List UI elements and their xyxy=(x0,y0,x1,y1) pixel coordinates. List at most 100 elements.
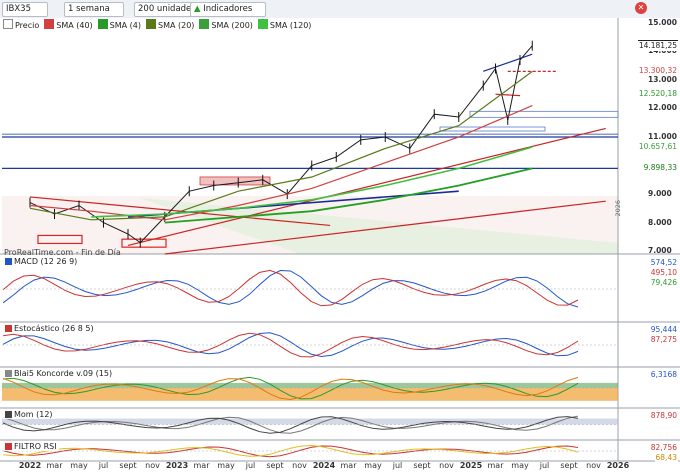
indicator-label-text: FILTRO RSI xyxy=(14,442,57,451)
indicator-swatch xyxy=(5,411,12,418)
indicator-line xyxy=(3,444,579,457)
indicator-value-tag: 495,10 xyxy=(649,268,678,278)
indicator-line xyxy=(2,269,579,307)
y-tick-label: 7.000 xyxy=(648,246,672,256)
indicator-line xyxy=(2,415,579,434)
x-tick-label: may xyxy=(364,461,382,470)
legend-label: SMA (20) xyxy=(157,21,195,30)
x-tick-label: nov xyxy=(439,461,454,470)
legend-swatch xyxy=(257,19,268,29)
x-tick-label: nov xyxy=(292,461,307,470)
x-tick-label: mar xyxy=(193,461,210,470)
indicators-button[interactable]: ▲ Indicadores xyxy=(190,2,266,17)
x-tick-label: sept xyxy=(266,461,284,470)
legend-item[interactable]: Precio xyxy=(3,19,40,30)
series-line-sma-200- xyxy=(164,167,533,224)
symbol-text: IBX35 xyxy=(6,4,31,14)
indicator-label[interactable]: Mom (12) xyxy=(3,410,55,419)
x-tick-label: nov xyxy=(145,461,160,470)
indicator-label[interactable]: Estocástico (26 8 5) xyxy=(3,324,96,333)
y-tick-label: 8.000 xyxy=(648,217,672,227)
toolbar: IBX35 1 semana 200 unidades ▲ Indicadore… xyxy=(0,0,680,19)
x-tick-label: mar xyxy=(487,461,504,470)
watermark: ProRealTime.com - Fin de Día xyxy=(4,248,121,257)
legend-label: Precio xyxy=(15,21,40,30)
year-stamp: 2026 xyxy=(614,200,622,217)
y-tick-label: 9.000 xyxy=(648,189,672,199)
indicator-value-tag: 79,426 xyxy=(649,278,678,288)
period-text: 1 semana xyxy=(68,4,110,14)
indicator-label[interactable]: FILTRO RSI xyxy=(3,442,59,451)
legend-swatch xyxy=(3,19,13,29)
legend-swatch xyxy=(199,19,210,29)
x-tick-label: 2023 xyxy=(165,461,189,470)
price-tag: 14.181,25 xyxy=(637,41,678,52)
symbol-selector[interactable]: IBX35 xyxy=(2,2,48,17)
x-tick-label: nov xyxy=(586,461,601,470)
indicator-line xyxy=(3,376,579,400)
x-tick-label: jul xyxy=(98,461,109,470)
shaded-region-green xyxy=(140,198,618,254)
series-line-sma-40- xyxy=(29,105,533,221)
indicator-value-tag: 6,3168 xyxy=(649,370,678,380)
period-selector[interactable]: 1 semana xyxy=(64,2,124,17)
zone-box xyxy=(439,126,546,132)
legend-item[interactable]: SMA (40) xyxy=(44,19,93,30)
legend-item[interactable]: SMA (120) xyxy=(257,19,312,30)
indicator-line xyxy=(2,445,579,458)
indicator-label-text: Blai5 Koncorde v.09 (15) xyxy=(14,369,113,378)
indicator-swatch xyxy=(5,258,12,265)
koncorde-area xyxy=(2,382,618,388)
indicator-line xyxy=(2,376,579,401)
x-tick-label: may xyxy=(511,461,529,470)
x-tick-label: 2022 xyxy=(18,461,42,470)
indicator-value-tag: 82,756 xyxy=(649,443,678,453)
x-tick-label: jul xyxy=(392,461,403,470)
close-icon[interactable]: ✕ xyxy=(635,2,647,14)
zone-box xyxy=(469,110,619,118)
mom-area xyxy=(2,418,618,425)
indicators-text: Indicadores xyxy=(203,4,253,14)
y-tick-label: 15.000 xyxy=(648,17,677,27)
indicator-label-text: MACD (12 26 9) xyxy=(14,257,78,266)
legend-item[interactable]: SMA (4) xyxy=(97,19,141,30)
indicator-value-tag: 574,52 xyxy=(649,258,678,268)
chart-area xyxy=(0,18,680,472)
legend-label: SMA (200) xyxy=(211,21,253,30)
indicator-label-text: Mom (12) xyxy=(14,410,53,419)
x-tick-label: 2024 xyxy=(312,461,336,470)
indicator-label-text: Estocástico (26 8 5) xyxy=(14,324,94,333)
legend-item[interactable]: SMA (200) xyxy=(199,19,253,30)
zone-box xyxy=(37,234,83,245)
indicator-value-tag: 87,275 xyxy=(649,335,678,345)
chart-legend: Precio SMA (40) SMA (4) SMA (20) SMA (200) SM… xyxy=(3,19,316,30)
trend-line xyxy=(164,200,606,255)
legend-item[interactable]: SMA (20) xyxy=(145,19,195,30)
indicator-line xyxy=(3,332,579,358)
y-tick-label: 12.000 xyxy=(648,103,677,113)
price-tag: 10.657,61 xyxy=(637,141,678,152)
indicator-value-tag: 95,444 xyxy=(649,325,678,335)
indicator-label[interactable]: Blai5 Koncorde v.09 (15) xyxy=(3,369,115,378)
x-tick-label: jul xyxy=(245,461,256,470)
indicator-label[interactable]: MACD (12 26 9) xyxy=(3,257,80,266)
y-tick-label: 11.000 xyxy=(648,132,677,141)
series-line-sma-20- xyxy=(29,70,533,221)
price-tag: 12.520,18 xyxy=(637,88,678,99)
x-tick-label: may xyxy=(217,461,235,470)
indicator-swatch xyxy=(5,443,12,450)
legend-label: SMA (120) xyxy=(269,21,312,30)
x-tick-label: 2025 xyxy=(459,461,483,470)
units-selector[interactable]: 200 unidades xyxy=(134,2,196,17)
indicator-swatch xyxy=(5,325,12,332)
indicator-swatch xyxy=(5,370,12,377)
x-tick-label: sept xyxy=(413,461,431,470)
legend-swatch xyxy=(97,19,108,29)
y-tick-label: 13.000 xyxy=(648,74,677,84)
indicator-line xyxy=(2,416,579,434)
trend-line xyxy=(495,93,521,97)
indicator-value-tag: 68,43 xyxy=(654,453,678,463)
x-tick-label: mar xyxy=(340,461,357,470)
trend-line xyxy=(483,53,533,72)
x-tick-label: 2026 xyxy=(606,461,630,470)
